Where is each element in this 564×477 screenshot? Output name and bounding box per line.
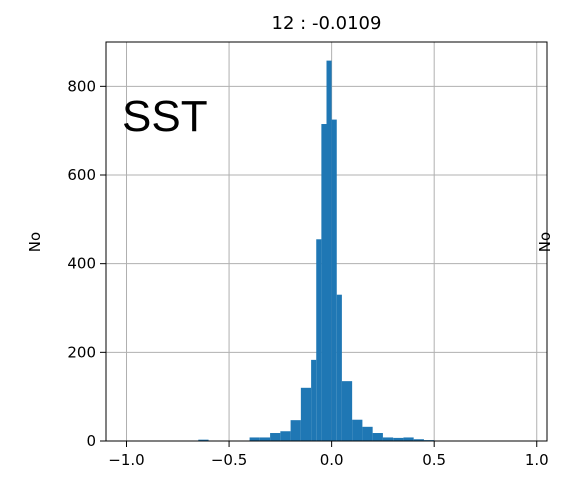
histogram-bar [280,431,290,441]
histogram-bar [342,381,352,441]
histogram-bar [373,433,383,441]
x-tick-label: 0.0 [320,451,344,469]
histogram-bar [260,437,270,441]
histogram-bar [332,120,337,441]
y-tick-label: 0 [86,432,96,450]
histogram-bar [316,239,321,441]
chart-annotation: SST [122,92,208,141]
y-axis-label: No [26,232,44,252]
histogram-bar [291,420,301,441]
y-tick-label: 200 [67,343,96,361]
x-tick-label: −0.5 [211,451,247,469]
y-tick-label: 800 [67,77,96,95]
y-axis-label-right: No [536,232,554,252]
histogram-bar [327,61,332,441]
bar-layer [198,61,434,441]
histogram-bar [362,427,372,441]
y-tick-label: 400 [67,255,96,273]
histogram-bar [403,437,413,441]
histogram-bar [383,437,393,441]
x-tick-label: 1.0 [525,451,549,469]
histogram-bar [321,124,326,441]
x-tick-label: 0.5 [422,451,446,469]
histogram-bar [301,388,311,441]
chart-title: 12 : -0.0109 [272,13,382,34]
histogram-bar [250,437,260,441]
x-tick-label: −1.0 [108,451,144,469]
histogram-bar [270,433,280,441]
histogram-bar [337,295,342,441]
histogram-bar [352,420,362,441]
histogram-bar [311,360,316,441]
y-tick-label: 600 [67,166,96,184]
